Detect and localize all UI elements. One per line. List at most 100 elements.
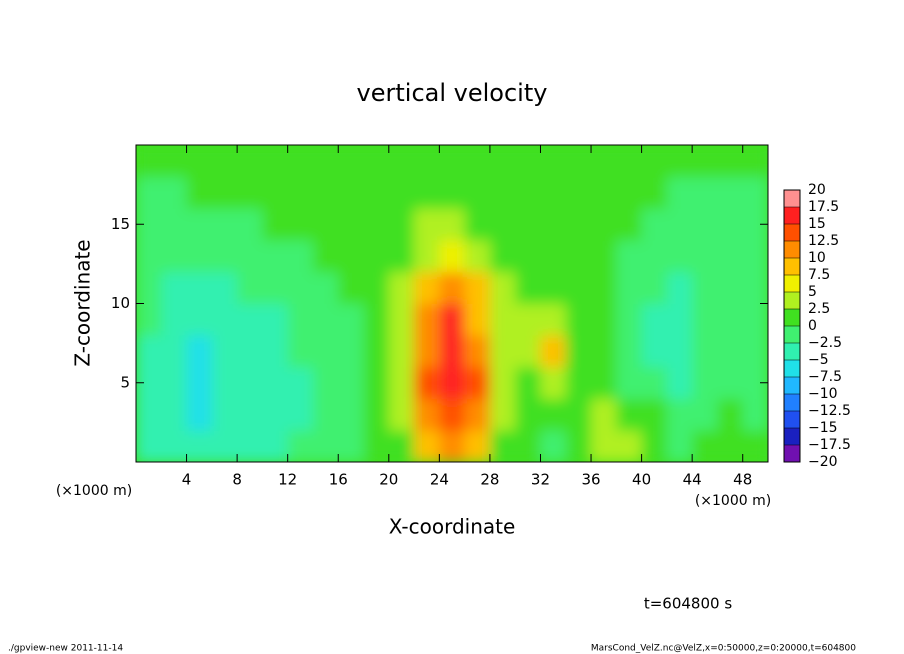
cell	[237, 398, 263, 431]
cell	[717, 303, 744, 336]
cell	[641, 240, 668, 273]
colorbar-swatch	[784, 360, 800, 378]
x-tick-label: 48	[733, 471, 752, 489]
cell	[262, 430, 289, 462]
cells	[136, 145, 768, 462]
x-tick-label: 4	[182, 471, 192, 489]
cell	[565, 303, 592, 336]
cell	[515, 303, 541, 336]
x-tick-label: 28	[480, 471, 499, 489]
cell	[717, 176, 744, 209]
chart-title: vertical velocity	[357, 79, 548, 107]
x-tick-label: 24	[430, 471, 449, 489]
cell	[565, 430, 592, 462]
cell	[717, 240, 744, 273]
cell	[237, 303, 263, 336]
cell	[237, 366, 263, 400]
x-tick-label: 20	[379, 471, 398, 489]
cell	[565, 145, 592, 178]
colorbar-swatch	[784, 258, 800, 276]
cell	[692, 145, 718, 178]
colorbar-label: −12.5	[808, 403, 851, 419]
cell	[515, 240, 541, 273]
cell	[363, 335, 390, 368]
colorbar-label: 7.5	[808, 267, 830, 283]
cell	[717, 366, 744, 400]
cell	[489, 335, 516, 368]
colorbar-swatch	[784, 241, 800, 259]
cell	[641, 303, 668, 336]
cell	[591, 208, 617, 241]
cell	[666, 145, 693, 178]
cell	[616, 240, 643, 273]
cell	[742, 335, 768, 368]
cell	[565, 176, 592, 209]
cell	[211, 335, 238, 368]
cell	[717, 271, 744, 304]
cell	[237, 208, 263, 241]
cell	[312, 208, 339, 241]
cell	[414, 366, 440, 400]
cell	[565, 271, 592, 304]
cell	[515, 208, 541, 241]
colorbar-swatch	[784, 292, 800, 310]
cell	[565, 366, 592, 400]
cell	[692, 176, 718, 209]
cell	[136, 398, 162, 431]
cell	[338, 335, 365, 368]
cell	[287, 303, 314, 336]
cell	[666, 176, 693, 209]
colorbar-swatch	[784, 190, 800, 208]
cell	[742, 240, 768, 273]
colorbar-label: −10	[808, 386, 838, 402]
colorbar-swatch	[784, 377, 800, 395]
cell	[338, 430, 365, 462]
time-label: t=604800 s	[644, 595, 732, 613]
cell	[211, 145, 238, 178]
cell	[388, 176, 415, 209]
x-tick-label: 8	[232, 471, 242, 489]
cell	[338, 176, 365, 209]
cell	[388, 335, 415, 368]
cell	[186, 398, 213, 431]
colorbar-label: 12.5	[808, 233, 839, 249]
cell	[262, 398, 289, 431]
cell	[287, 398, 314, 431]
cell	[616, 303, 643, 336]
cell	[742, 176, 768, 209]
cell	[666, 335, 693, 368]
cell	[692, 398, 718, 431]
cell	[616, 208, 643, 241]
cell	[742, 430, 768, 462]
cell	[161, 398, 188, 431]
x-tick-label: 32	[531, 471, 550, 489]
cell	[616, 271, 643, 304]
cell	[262, 271, 289, 304]
x-unit-label: (×1000 m)	[56, 483, 132, 499]
colorbar-swatch	[784, 275, 800, 293]
heatmap	[136, 145, 768, 462]
cell	[591, 303, 617, 336]
cell	[565, 240, 592, 273]
cell	[717, 145, 744, 178]
cell	[186, 145, 213, 178]
cell	[591, 366, 617, 400]
cell	[515, 366, 541, 400]
cell	[692, 303, 718, 336]
cell	[540, 145, 567, 178]
cell	[439, 430, 466, 462]
colorbar-label: −20	[808, 454, 838, 470]
cell	[692, 271, 718, 304]
cell	[591, 240, 617, 273]
cell	[692, 240, 718, 273]
colorbar-swatch	[784, 394, 800, 412]
cell	[489, 430, 516, 462]
cell	[211, 398, 238, 431]
cell	[439, 335, 466, 368]
cell	[338, 366, 365, 400]
cell	[414, 176, 440, 209]
cell	[186, 176, 213, 209]
cell	[186, 208, 213, 241]
cell	[641, 271, 668, 304]
cell	[616, 366, 643, 400]
